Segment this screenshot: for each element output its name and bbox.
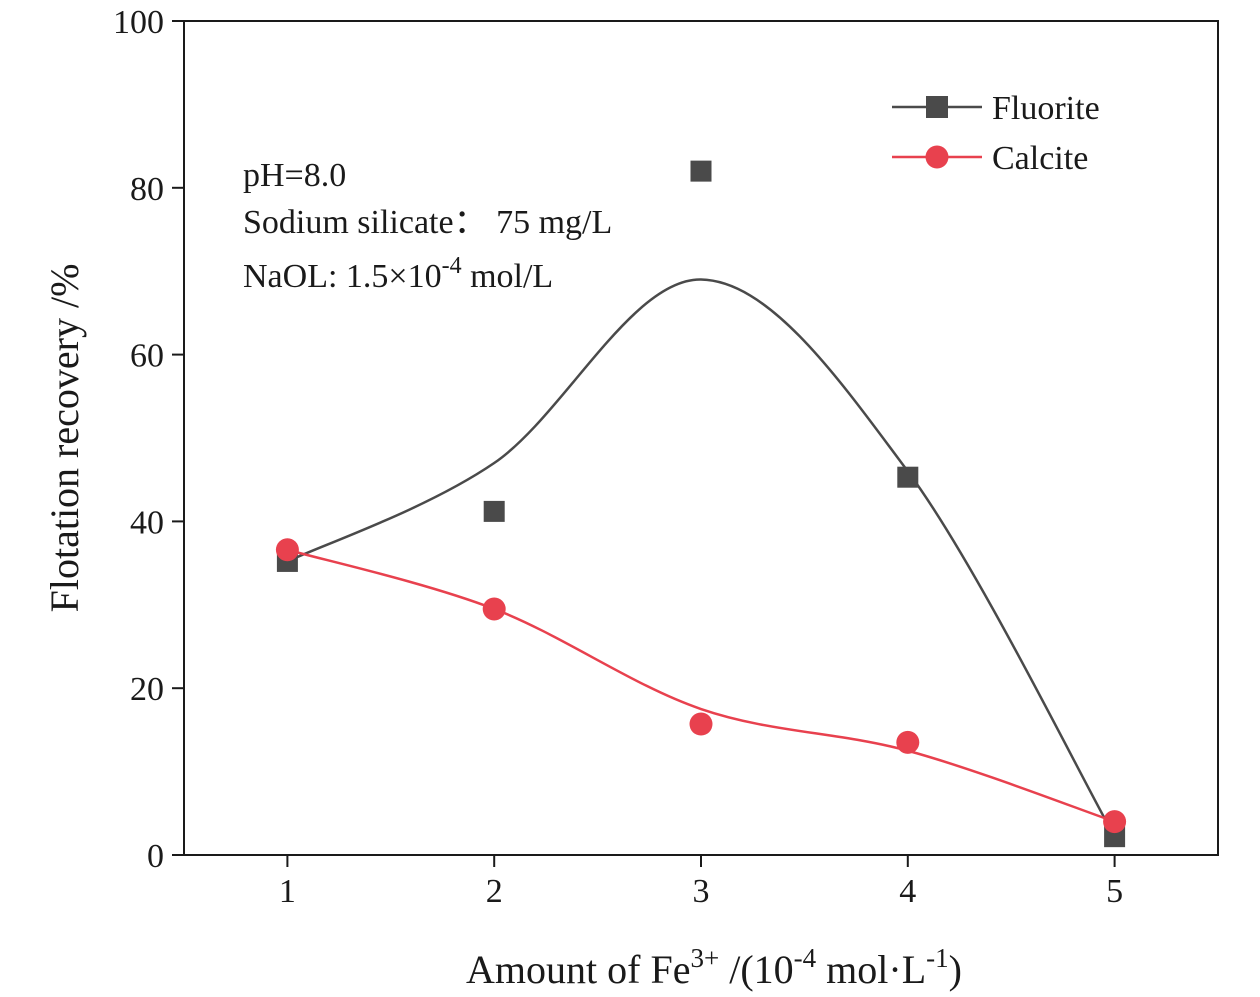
curve-calcite	[287, 548, 1116, 823]
x-axis-title-sup1: 3+	[690, 943, 719, 973]
x-axis-title-mid: /(10	[719, 947, 793, 992]
legend-marker-calcite	[925, 145, 949, 169]
y-tick-label: 40	[130, 504, 164, 541]
point-calcite	[482, 597, 506, 621]
y-axis-title: Flotation recovery /%	[42, 264, 87, 613]
annotation-naol: NaOL: 1.5×10-4 mol/L	[243, 253, 553, 295]
fit-curves	[286, 278, 1116, 838]
point-fluorite	[897, 466, 919, 488]
x-tick-label: 5	[1106, 873, 1123, 910]
data-points	[275, 160, 1127, 848]
x-tick-label: 4	[899, 873, 916, 910]
curve-fluorite	[286, 278, 1116, 838]
point-fluorite	[483, 500, 505, 522]
annotation-naol-main: NaOL: 1.5×10	[243, 258, 442, 295]
point-fluorite	[690, 160, 712, 182]
point-calcite	[1103, 810, 1127, 834]
y-tick-label: 100	[113, 4, 164, 41]
annotation-silicate: Sodium silicate： 75 mg/L	[243, 204, 612, 241]
legend-label-calcite: Calcite	[992, 140, 1088, 177]
y-tick-label: 20	[130, 671, 164, 708]
legend: Fluorite Calcite	[892, 90, 1100, 177]
y-tick-label: 0	[147, 838, 164, 875]
x-axis-title-mid2: mol·L	[816, 947, 926, 992]
x-tick-label: 1	[279, 873, 296, 910]
axis-ticks: 1 2 3 4 5 0 20 40 60 80 100	[113, 4, 1123, 910]
annotation-naol-sup: -4	[442, 253, 462, 279]
annotation-ph: pH=8.0	[243, 157, 346, 194]
x-axis-title-sup3: -1	[926, 943, 949, 973]
x-tick-label: 2	[486, 873, 503, 910]
x-axis-title-end: )	[949, 947, 962, 992]
x-axis-title-main: Amount of Fe	[466, 947, 690, 992]
point-calcite	[689, 712, 713, 736]
y-tick-label: 60	[130, 338, 164, 375]
annotation-naol-end: mol/L	[462, 258, 554, 295]
legend-marker-fluorite	[926, 96, 948, 118]
legend-label-fluorite: Fluorite	[992, 90, 1100, 127]
point-calcite	[275, 538, 299, 562]
x-axis-title-sup2: -4	[794, 943, 817, 973]
x-tick-label: 3	[693, 873, 710, 910]
x-axis-title: Amount of Fe3+ /(10-4 mol·L-1)	[466, 943, 962, 992]
point-calcite	[896, 730, 920, 754]
y-tick-label: 80	[130, 171, 164, 208]
